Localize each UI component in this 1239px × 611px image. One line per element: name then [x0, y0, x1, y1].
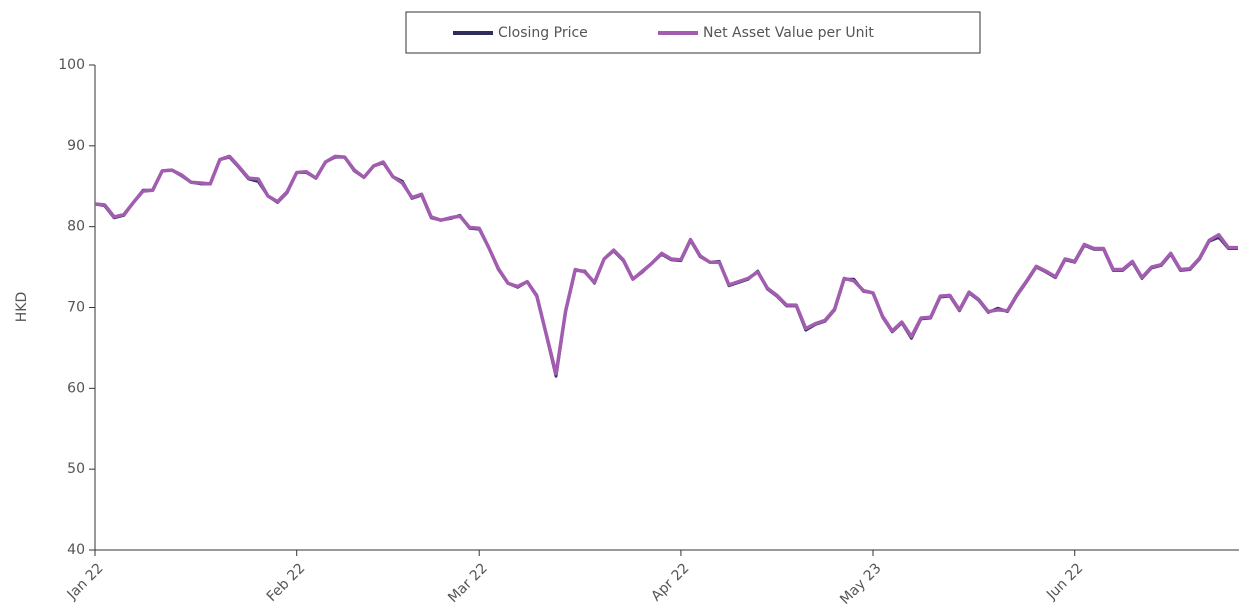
x-tick-label: Jan 22	[64, 560, 107, 603]
x-tick-label: Feb 22	[264, 560, 309, 605]
y-tick-label: 40	[67, 542, 85, 558]
legend-label: Closing Price	[498, 25, 588, 41]
y-tick-label: 50	[67, 461, 85, 477]
series-line	[94, 154, 1238, 376]
x-tick-label: May 23	[837, 560, 885, 607]
legend-label: Net Asset Value per Unit	[703, 25, 874, 41]
x-tick-label: Apr 22	[648, 560, 692, 604]
y-axis-label: HKD	[14, 292, 30, 323]
x-tick-label: Mar 22	[445, 560, 491, 606]
y-tick-label: 70	[67, 300, 85, 316]
y-tick-label: 80	[67, 219, 85, 235]
y-tick-label: 60	[67, 380, 85, 396]
y-tick-label: 90	[67, 138, 85, 154]
y-tick-label: 100	[58, 57, 85, 73]
x-tick-label: Jun 22	[1043, 560, 1086, 603]
